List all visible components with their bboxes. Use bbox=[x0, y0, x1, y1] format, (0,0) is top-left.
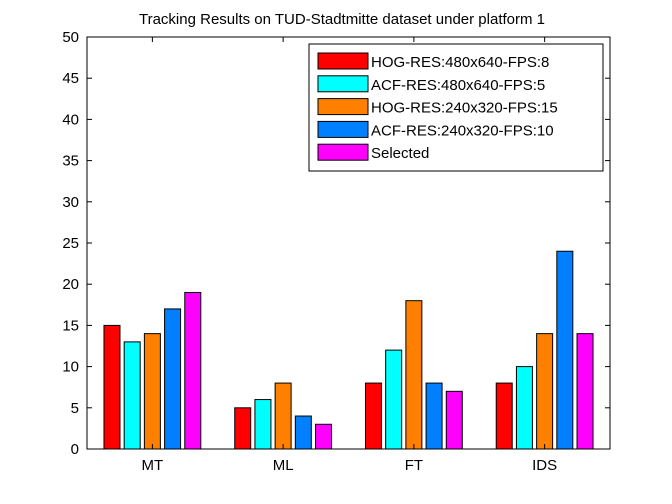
legend-label-4: ACF-RES:240x320-FPS:10 bbox=[371, 122, 554, 139]
bar-ids-series-5 bbox=[576, 333, 594, 450]
y-tick-label: 40 bbox=[62, 111, 79, 128]
chart-title: Tracking Results on TUD-Stadtmitte datas… bbox=[139, 11, 545, 28]
bar-ids-series-1 bbox=[495, 382, 513, 450]
y-tick-label: 0 bbox=[71, 441, 79, 458]
y-tick-label: 10 bbox=[62, 359, 79, 376]
bar-ids-series-3 bbox=[536, 333, 554, 450]
bar-mt-series-5 bbox=[184, 291, 202, 450]
legend-swatch-5 bbox=[317, 143, 369, 161]
x-tick-label: MT bbox=[142, 457, 164, 474]
bar-ml-series-1 bbox=[234, 407, 252, 450]
bar-mt-series-3 bbox=[143, 333, 161, 450]
legend-label-3: HOG-RES:240x320-FPS:15 bbox=[371, 100, 558, 117]
bar-ml-series-4 bbox=[294, 415, 312, 450]
x-tick-label: IDS bbox=[532, 457, 557, 474]
legend-label-5: Selected bbox=[371, 145, 429, 162]
bar-mt-series-2 bbox=[123, 341, 141, 450]
legend: HOG-RES:480x640-FPS:8 ACF-RES:480x640-FPS… bbox=[308, 43, 604, 172]
y-tick-label: 45 bbox=[62, 70, 79, 87]
bars-group bbox=[103, 250, 594, 450]
bar-ft-series-4 bbox=[425, 382, 443, 450]
bar-ml-series-5 bbox=[315, 423, 333, 450]
bar-ft-series-1 bbox=[364, 382, 382, 450]
bar-ft-series-3 bbox=[405, 300, 423, 450]
bar-ids-series-2 bbox=[515, 366, 533, 450]
y-tick-label: 35 bbox=[62, 153, 79, 170]
legend-label-2: ACF-RES:480x640-FPS:5 bbox=[371, 77, 545, 94]
y-tick-label: 30 bbox=[62, 194, 79, 211]
legend-label-1: HOG-RES:480x640-FPS:8 bbox=[371, 54, 549, 71]
x-tick-label: FT bbox=[405, 457, 423, 474]
x-tick-label: ML bbox=[273, 457, 294, 474]
axes-group: 0 5 10 15 20 25 30 35 40 45 50 MT ML FT IDS bbox=[62, 29, 611, 474]
bar-ft-series-2 bbox=[385, 349, 403, 450]
bar-mt-series-4 bbox=[164, 308, 182, 450]
bar-ft-series-5 bbox=[445, 390, 463, 450]
legend-swatch-4 bbox=[317, 120, 369, 138]
y-tick-label: 50 bbox=[62, 29, 79, 46]
legend-swatch-1 bbox=[317, 52, 369, 70]
y-tick-label: 5 bbox=[71, 400, 79, 417]
y-tick-label: 25 bbox=[62, 235, 79, 252]
bar-ids-series-4 bbox=[556, 250, 574, 450]
bar-ml-series-2 bbox=[254, 399, 272, 450]
y-tick-label: 20 bbox=[62, 276, 79, 293]
y-tick-label: 15 bbox=[62, 317, 79, 334]
bar-mt-series-1 bbox=[103, 324, 121, 450]
bar-ml-series-3 bbox=[274, 382, 292, 450]
legend-swatch-2 bbox=[317, 75, 369, 93]
legend-swatch-3 bbox=[317, 98, 369, 116]
